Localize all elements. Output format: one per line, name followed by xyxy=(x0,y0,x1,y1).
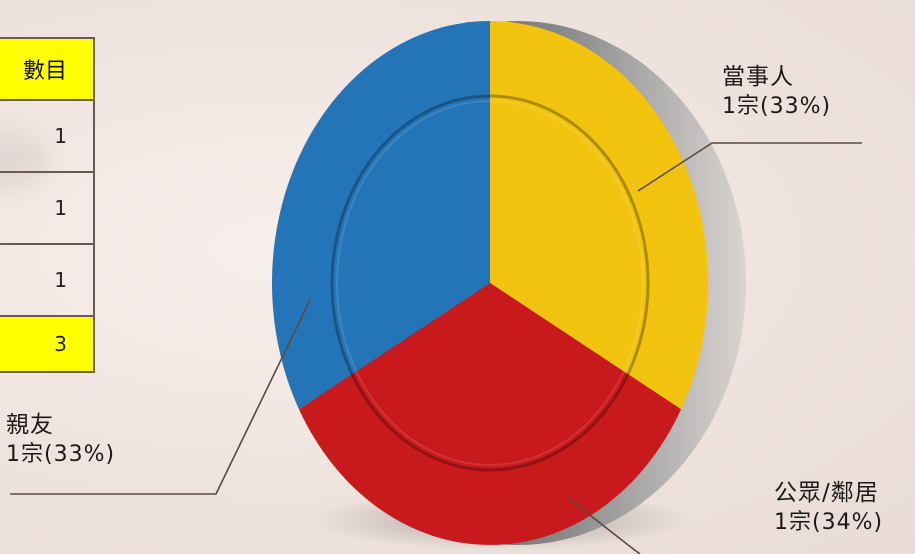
pie-slice-red xyxy=(298,283,682,545)
pie-slice-blue xyxy=(272,21,490,410)
slice-label-yellow: 當事人 1宗(33%) xyxy=(722,62,831,122)
table-total: 3 xyxy=(0,315,95,373)
slice-name: 親友 xyxy=(6,412,54,438)
inner-ring-highlight xyxy=(336,100,644,466)
slice-name: 公眾/鄰居 xyxy=(774,480,879,506)
leader-line-blue xyxy=(10,299,311,495)
count-table: 數目 1 1 1 3 xyxy=(0,37,95,373)
inner-ring xyxy=(330,94,650,472)
pie-slice-yellow xyxy=(490,21,708,410)
slice-label-red: 公眾/鄰居 1宗(34%) xyxy=(774,478,883,538)
table-row: 1 xyxy=(0,172,95,245)
slice-count: 1宗(33%) xyxy=(6,442,116,467)
table-header: 數目 xyxy=(0,37,95,101)
leader-line-yellow xyxy=(637,142,862,192)
table-row: 1 xyxy=(0,244,95,317)
slice-count: 1宗(34%) xyxy=(774,510,884,535)
slice-name: 當事人 xyxy=(722,64,794,90)
slice-label-blue: 親友 1宗(33%) xyxy=(6,410,115,470)
table-row: 1 xyxy=(0,100,95,173)
slice-count: 1宗(33%) xyxy=(722,94,832,119)
leader-line-red xyxy=(567,497,641,554)
